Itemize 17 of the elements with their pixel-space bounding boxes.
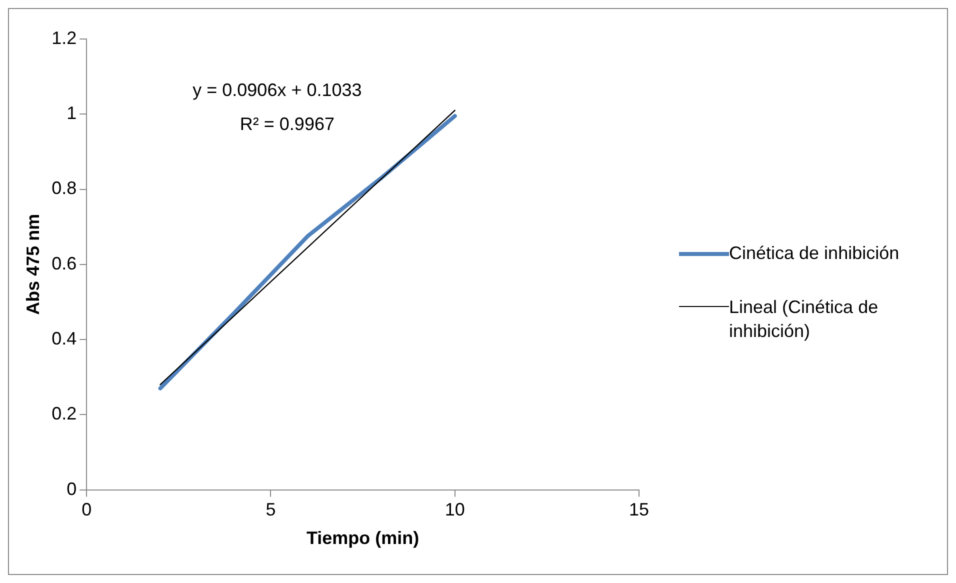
annotation: y = 0.0906x + 0.1033: [192, 80, 362, 100]
y-tick-label: 0.6: [52, 253, 77, 274]
y-axis-title: Abs 475 nm: [22, 214, 43, 315]
x-axis-title: Tiempo (min): [306, 528, 420, 548]
x-tick-label: 15: [628, 500, 650, 520]
y-tick-label: 0: [66, 478, 77, 499]
annotation: R² = 0.9967: [240, 114, 334, 134]
y-tick-label: 1: [66, 103, 77, 124]
y-tick-label: 0.2: [52, 404, 77, 424]
y-tick-label: 0.4: [52, 328, 77, 348]
legend-label: Cinética de inhibición: [729, 242, 900, 264]
x-tick-label: 10: [444, 500, 465, 520]
y-tick-label: 1.2: [52, 28, 77, 48]
legend-label: Lineal (Cinética de inhibición): [729, 296, 880, 342]
x-tick-label: 0: [82, 500, 92, 520]
x-tick-label: 5: [266, 500, 276, 520]
y-tick-label: 0.8: [52, 178, 77, 198]
